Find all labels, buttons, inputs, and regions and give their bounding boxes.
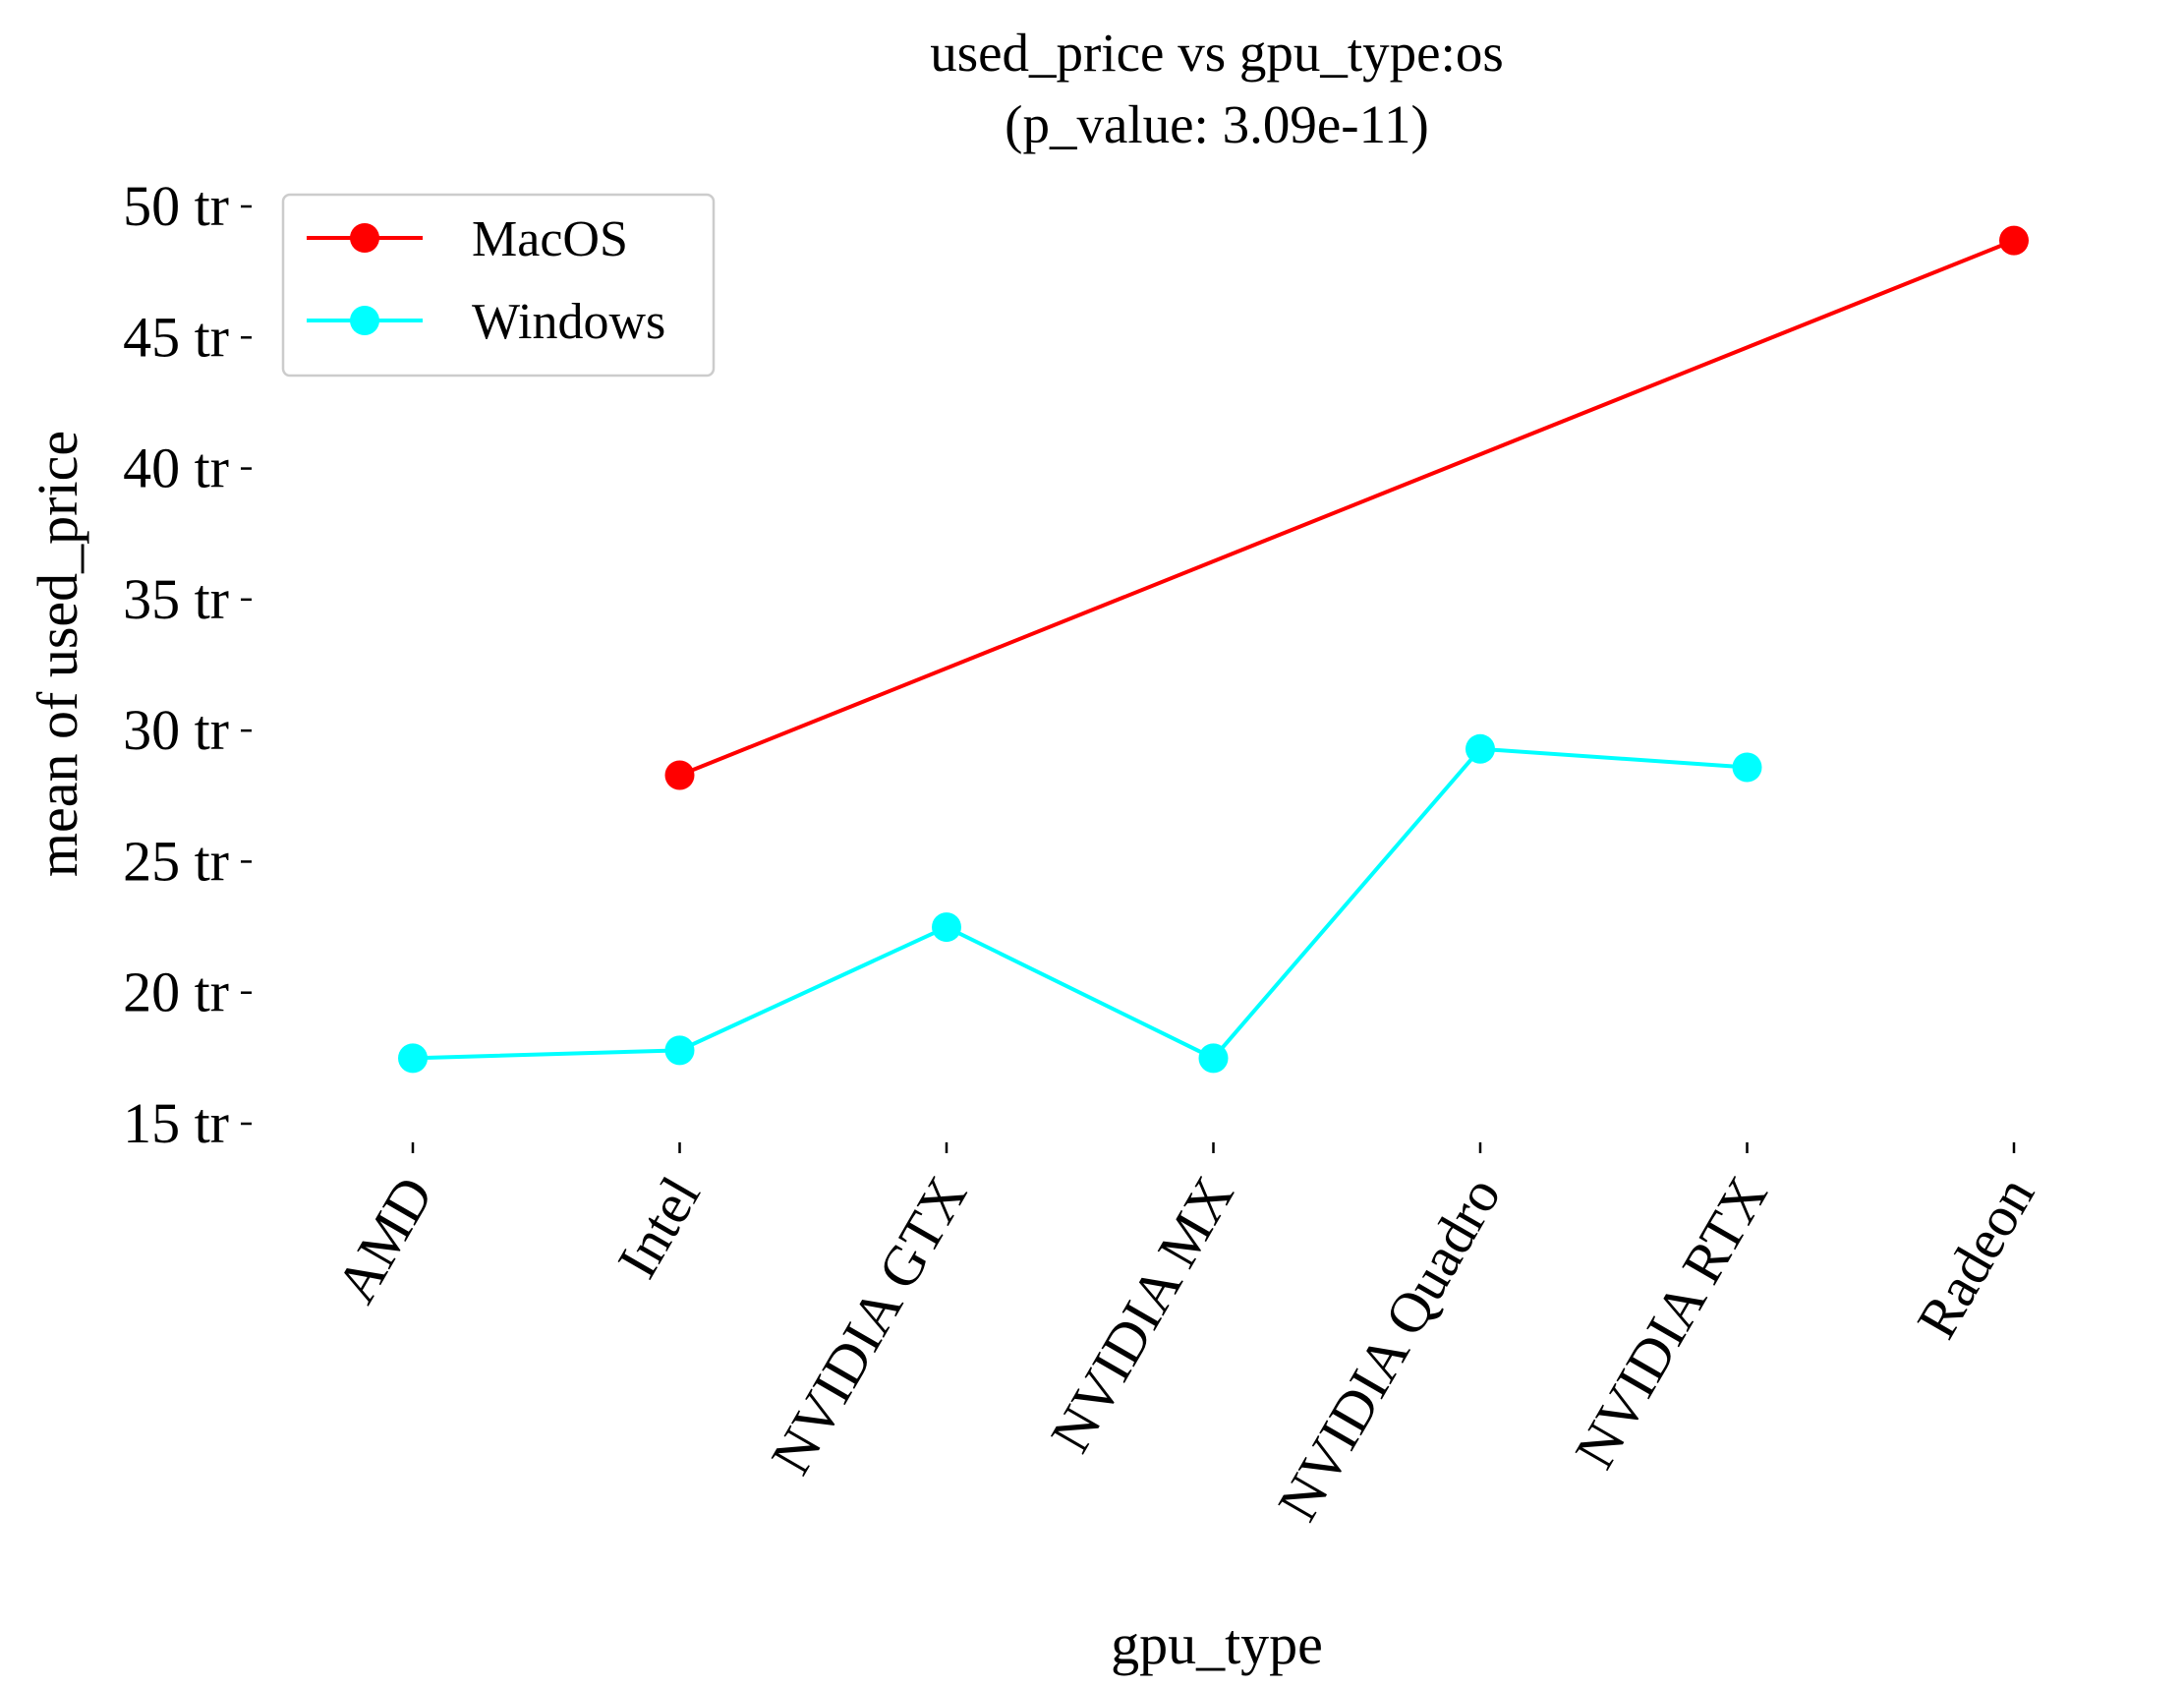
x-tick-label: NVIDIA Quadro bbox=[1265, 1166, 1513, 1531]
x-tick-label: NVIDIA MX bbox=[1038, 1166, 1246, 1463]
y-tick-label: 30 tr bbox=[123, 698, 229, 762]
y-tick-label: 15 tr bbox=[123, 1091, 229, 1155]
legend-label-macos: MacOS bbox=[472, 211, 628, 267]
data-point-windows bbox=[1732, 752, 1762, 783]
series-line-windows bbox=[412, 746, 1748, 1061]
y-tick-label: 45 tr bbox=[123, 305, 229, 369]
legend-label-windows: Windows bbox=[472, 294, 665, 350]
data-point-windows bbox=[664, 1035, 695, 1066]
data-point-macos bbox=[664, 760, 695, 790]
series-line-macos bbox=[678, 238, 2015, 778]
y-tick-label: 50 tr bbox=[123, 174, 229, 238]
data-point-windows bbox=[398, 1043, 428, 1074]
plot-area bbox=[398, 225, 2029, 1074]
y-tick-label: 20 tr bbox=[123, 960, 229, 1024]
data-point-windows bbox=[932, 912, 961, 943]
y-tick-label: 40 tr bbox=[123, 437, 229, 500]
x-axis-label: gpu_type bbox=[1111, 1612, 1323, 1676]
y-tick-label: 25 tr bbox=[123, 829, 229, 893]
data-point-windows bbox=[1198, 1043, 1229, 1074]
data-point-macos bbox=[1999, 225, 2029, 256]
legend: MacOS Windows bbox=[281, 193, 716, 378]
data-point-windows bbox=[1466, 733, 1495, 764]
x-tick-label: NVIDIA GTX bbox=[759, 1166, 980, 1484]
y-axis: 15 tr 20 tr 25 tr 30 tr 35 tr 40 tr 45 tr 50 tr bbox=[123, 174, 252, 1155]
x-axis: AMD Intel NVIDIA GTX NVIDIA MX NVIDIA Quadro… bbox=[323, 1142, 2046, 1531]
legend-marker-macos bbox=[350, 223, 379, 253]
y-tick-label: 35 tr bbox=[123, 567, 229, 631]
y-axis-label: mean of used_price bbox=[26, 431, 89, 877]
legend-marker-windows bbox=[350, 306, 379, 335]
chart-title: used_price vs gpu_type:os bbox=[930, 23, 1504, 83]
x-tick-label: AMD bbox=[323, 1166, 445, 1313]
x-tick-label: Radeon bbox=[1904, 1166, 2046, 1349]
x-tick-label: Intel bbox=[604, 1166, 712, 1289]
x-tick-label: NVIDIA RTX bbox=[1562, 1166, 1779, 1479]
chart-subtitle: (p_value: 3.09e-11) bbox=[1005, 94, 1429, 154]
